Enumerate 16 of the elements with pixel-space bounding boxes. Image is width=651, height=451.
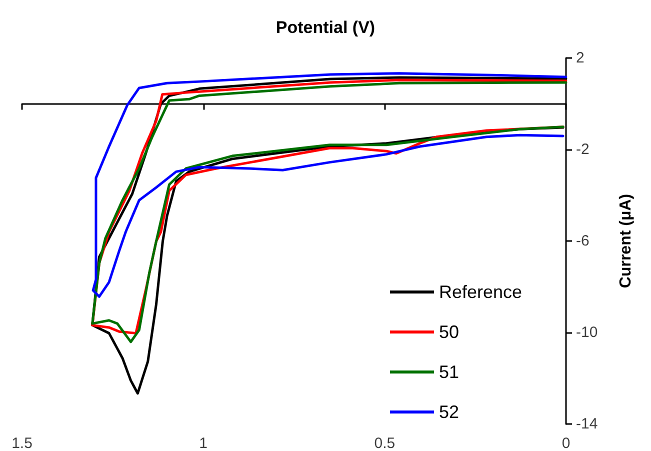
legend-label: Reference <box>439 282 522 302</box>
x-tick-label: 0 <box>562 435 570 451</box>
y-tick-label: -10 <box>576 324 598 341</box>
chart-title: Potential (V) <box>276 18 376 37</box>
y-axis-title: Current (μA) <box>618 194 634 288</box>
legend-label: 52 <box>439 402 460 422</box>
y-tick-label: -14 <box>576 416 598 432</box>
x-tick-label: 1 <box>199 435 208 451</box>
line-series <box>92 72 568 298</box>
y-tick-label: -6 <box>576 232 590 250</box>
legend-label: 51 <box>439 362 460 382</box>
x-tick-label: 0.5 <box>374 435 396 451</box>
y-tick-label: -2 <box>576 141 590 158</box>
legend-label: 50 <box>439 322 460 342</box>
x-tick-label: 1.5 <box>12 435 32 451</box>
y-tick-label: 2 <box>576 50 584 66</box>
